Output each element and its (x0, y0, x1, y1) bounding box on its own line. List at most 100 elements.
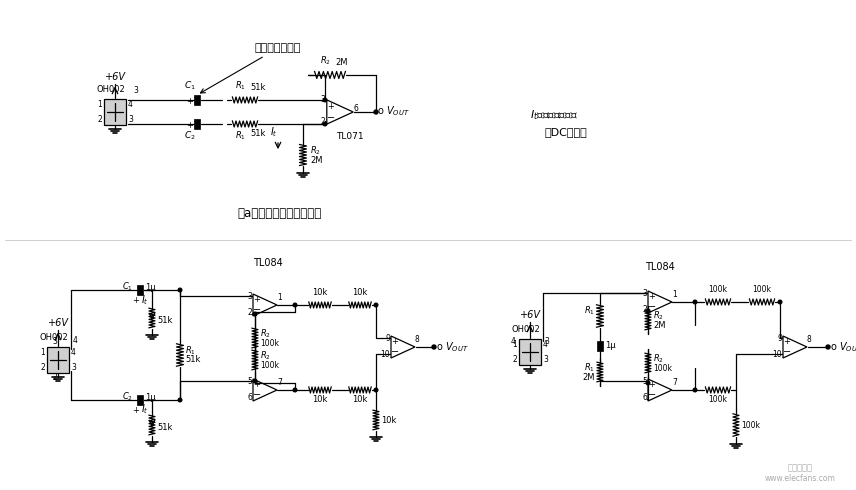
Text: 2: 2 (320, 117, 325, 125)
Circle shape (324, 122, 327, 126)
Circle shape (294, 388, 297, 392)
Text: $I_t$: $I_t$ (141, 293, 149, 307)
Text: $I_t$: $I_t$ (270, 125, 278, 139)
Text: 3: 3 (247, 292, 252, 300)
Text: 3: 3 (320, 95, 325, 103)
Circle shape (253, 379, 257, 383)
Text: 100k: 100k (260, 339, 279, 347)
Text: TL084: TL084 (645, 262, 675, 272)
Circle shape (778, 300, 782, 304)
Text: $R_2$: $R_2$ (260, 350, 271, 362)
Text: −: − (253, 305, 261, 316)
Circle shape (646, 309, 650, 313)
Text: 3: 3 (71, 363, 76, 372)
Circle shape (374, 110, 378, 114)
Bar (194, 119, 200, 129)
Text: www.elecfans.com: www.elecfans.com (764, 473, 835, 483)
Text: 10: 10 (772, 349, 782, 359)
Text: +6V: +6V (104, 72, 126, 82)
Text: 1: 1 (512, 340, 517, 349)
Text: $R_1$: $R_1$ (584, 362, 595, 374)
Text: 100k: 100k (741, 420, 760, 430)
Text: +: + (187, 121, 193, 129)
Text: （a）受电容漏电流的影响: （a）受电容漏电流的影响 (238, 207, 322, 220)
Text: o $V_{OUT}$: o $V_{OUT}$ (377, 104, 410, 118)
Text: +: + (187, 97, 193, 105)
Text: TL084: TL084 (253, 258, 282, 268)
Bar (194, 95, 200, 105)
Text: 3: 3 (128, 115, 133, 124)
Circle shape (693, 388, 697, 392)
Text: 2M: 2M (310, 155, 323, 165)
Bar (519, 339, 541, 365)
Text: $I_t$: $I_t$ (141, 402, 149, 416)
Text: 10k: 10k (312, 395, 328, 404)
Text: 51k: 51k (250, 129, 265, 138)
Bar (597, 341, 603, 351)
Text: 100k: 100k (709, 285, 728, 294)
Text: $I_t$：电容的漏电流: $I_t$：电容的漏电流 (530, 108, 578, 122)
Text: $R_1$: $R_1$ (584, 305, 595, 317)
Text: 1μ: 1μ (145, 283, 156, 292)
Text: 2M: 2M (653, 320, 665, 329)
Text: 1: 1 (277, 293, 282, 301)
Text: 1μ: 1μ (605, 341, 615, 349)
Circle shape (178, 398, 181, 402)
Text: 10k: 10k (353, 288, 368, 297)
Text: 2: 2 (247, 308, 252, 317)
Bar (137, 285, 143, 295)
Text: +: + (327, 101, 334, 111)
Text: o $V_{OUT}$: o $V_{OUT}$ (436, 340, 469, 354)
Text: 1μ: 1μ (145, 392, 156, 401)
Text: 4: 4 (73, 336, 78, 345)
Text: （DC）成份: （DC）成份 (545, 127, 588, 137)
Text: 10k: 10k (381, 416, 396, 424)
Text: 2: 2 (642, 304, 647, 314)
Text: 100k: 100k (752, 285, 771, 294)
Text: OH002: OH002 (96, 85, 125, 94)
Text: 100k: 100k (709, 395, 728, 404)
Text: 4: 4 (511, 337, 516, 345)
Text: 3: 3 (52, 337, 57, 345)
Text: $R_2$: $R_2$ (319, 54, 330, 67)
Text: 51k: 51k (185, 354, 200, 364)
Circle shape (374, 388, 377, 392)
Text: +: + (253, 295, 260, 304)
Text: $R_2$: $R_2$ (653, 310, 664, 322)
Text: 8: 8 (415, 335, 419, 343)
Text: $R_2$: $R_2$ (310, 145, 321, 157)
Text: 3: 3 (642, 289, 647, 297)
Text: −: − (647, 391, 656, 400)
Text: +: + (783, 337, 790, 346)
Text: +: + (648, 380, 655, 389)
Text: 2M: 2M (335, 58, 348, 67)
Text: 10k: 10k (312, 288, 328, 297)
Text: 51k: 51k (250, 83, 265, 92)
Text: 2: 2 (40, 363, 45, 372)
Text: 1: 1 (672, 290, 677, 298)
Text: +: + (133, 406, 140, 415)
Circle shape (693, 300, 697, 304)
Text: 4: 4 (128, 100, 133, 109)
Text: 3: 3 (133, 86, 138, 95)
Text: +: + (391, 337, 398, 346)
Circle shape (253, 312, 257, 316)
Text: 使用低漏电电容: 使用低漏电电容 (200, 43, 301, 93)
Text: o $V_{OUT}$: o $V_{OUT}$ (830, 340, 856, 354)
Text: 10: 10 (380, 349, 390, 359)
Text: 100k: 100k (260, 361, 279, 369)
Text: $R_1$: $R_1$ (235, 79, 246, 92)
Text: 9: 9 (385, 334, 390, 343)
Text: 电子发烧友: 电子发烧友 (788, 464, 812, 472)
Text: $R_2$: $R_2$ (653, 353, 664, 365)
Circle shape (324, 98, 327, 102)
Text: 6: 6 (642, 392, 647, 401)
Text: $C_2$: $C_2$ (184, 129, 196, 142)
Text: 7: 7 (277, 377, 282, 387)
Text: OH002: OH002 (511, 325, 540, 334)
Text: OH002: OH002 (39, 333, 68, 342)
Text: 5: 5 (247, 376, 252, 386)
Text: 1: 1 (98, 100, 102, 109)
Text: 5: 5 (642, 376, 647, 386)
Text: +: + (133, 296, 140, 305)
